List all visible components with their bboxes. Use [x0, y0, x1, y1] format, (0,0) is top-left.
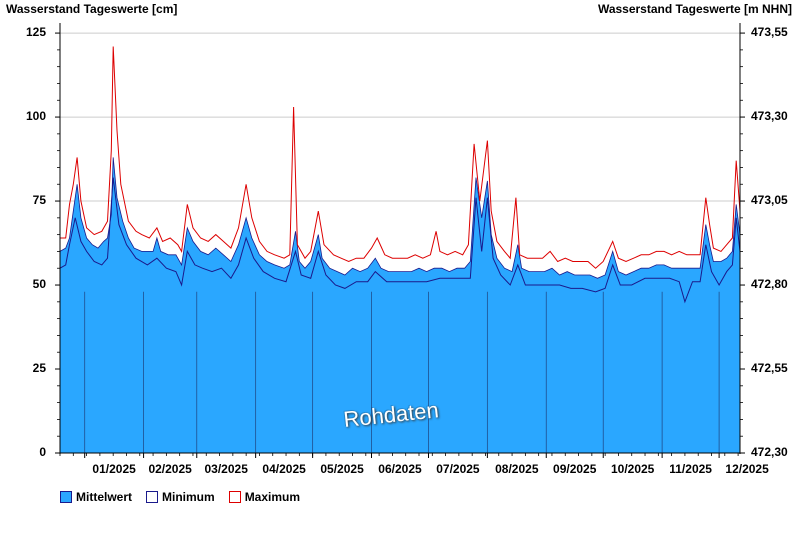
mean-swatch-icon — [60, 491, 72, 503]
x-tick-label: 12/2025 — [725, 462, 769, 476]
y-right-tick-label: 472,30 — [751, 445, 788, 459]
legend: Mittelwert Minimum Maximum — [60, 490, 300, 504]
y-left-tick-label: 25 — [32, 361, 46, 376]
maximum-line — [60, 46, 741, 269]
minimum-swatch-icon — [146, 491, 159, 503]
axes-layer — [55, 23, 745, 458]
y-right-tick-label: 472,80 — [751, 277, 788, 292]
x-tick-label: 10/2025 — [610, 462, 655, 476]
legend-label-max: Maximum — [244, 490, 301, 504]
mittelwert-area — [59, 157, 741, 454]
x-tick-label: 07/2025 — [436, 462, 480, 476]
y-left-tick-label: 0 — [39, 445, 46, 459]
y-right-tick-label: 473,30 — [751, 109, 788, 124]
left-axis-title: Wasserstand Tageswerte [cm] — [6, 2, 178, 16]
y-left-tick-label: 75 — [32, 193, 46, 208]
x-tick-label: 05/2025 — [320, 462, 364, 476]
x-tick-label: 11/2025 — [669, 462, 712, 476]
legend-label-min: Minimum — [162, 490, 215, 504]
x-tick-label: 09/2025 — [553, 462, 597, 476]
x-tick-label: 08/2025 — [495, 462, 539, 476]
maximum-swatch-icon — [228, 491, 241, 503]
month-separators — [84, 291, 720, 453]
y-left-tick-label: 50 — [32, 277, 46, 292]
y-left-tick-label: 100 — [25, 109, 46, 124]
legend-item-mean: Mittelwert — [60, 490, 132, 504]
legend-item-max: Maximum — [228, 490, 301, 504]
x-tick-label: 04/2025 — [262, 462, 306, 476]
legend-item-min: Minimum — [146, 490, 215, 504]
x-tick-label: 01/2025 — [92, 462, 136, 476]
right-axis-title: Wasserstand Tageswerte [m NHN] — [597, 2, 792, 16]
minimum-line — [59, 177, 741, 304]
y-right-tick-label: 472,55 — [751, 361, 788, 376]
y-right-tick-label: 473,55 — [751, 25, 788, 40]
y-right-tick-label: 473,05 — [751, 193, 788, 208]
x-tick-label: 06/2025 — [378, 462, 422, 476]
x-tick-label: 02/2025 — [148, 462, 192, 476]
legend-label-mean: Mittelwert — [76, 490, 133, 504]
y-left-tick-label: 125 — [25, 25, 46, 40]
x-tick-label: 03/2025 — [204, 462, 248, 476]
